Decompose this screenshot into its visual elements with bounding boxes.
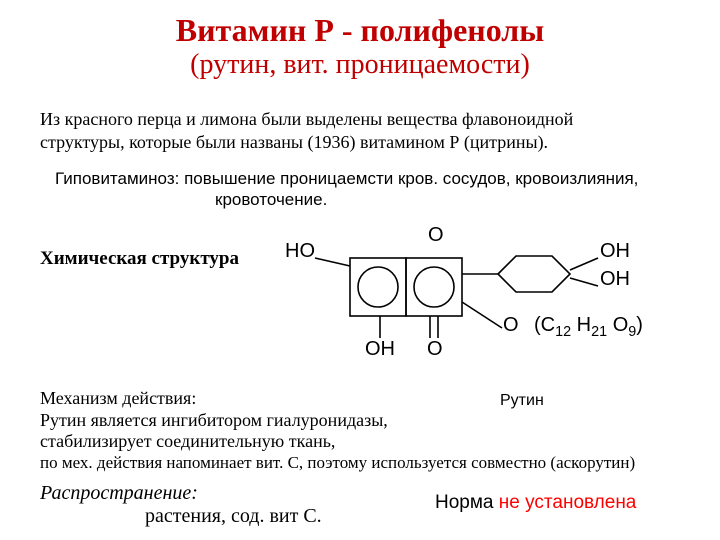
- label-oh-rb: OH: [600, 268, 630, 291]
- dist-text: растения, сод. вит С.: [40, 505, 440, 528]
- label-oh-bottom: OH: [365, 338, 395, 361]
- label-o-sugar: O: [503, 314, 519, 337]
- norm-label: Норма: [435, 492, 499, 513]
- hypo-text2: кровоточение.: [215, 190, 327, 209]
- mechanism-block: Механизм действия: Рутин является ингиби…: [40, 388, 700, 473]
- distribution-block: Распространение: растения, сод. вит С.: [40, 482, 440, 528]
- slide-title: Витамин Р - полифенолы (рутин, вит. прон…: [0, 12, 720, 81]
- mech-heading: Механизм действия:: [40, 388, 700, 410]
- hypo-label: Гиповитаминоз:: [55, 169, 184, 188]
- dist-label: Распространение:: [40, 482, 440, 505]
- rutin-structure-diagram: HO O OH O OH OH O (С12 Н21 О9): [280, 218, 700, 383]
- label-o-carbonyl: O: [427, 338, 443, 361]
- structure-label: Химическая структура: [40, 248, 239, 270]
- intro-paragraph: Из красного перца и лимона были выделены…: [40, 108, 660, 153]
- label-o-top: O: [428, 224, 444, 247]
- sugar-formula: (С12 Н21 О9): [534, 314, 643, 340]
- hypo-text1: повышение проницаемсти кров. сосудов, кр…: [184, 169, 638, 188]
- label-oh-rt: OH: [600, 240, 630, 263]
- title-line1: Витамин Р - полифенолы: [0, 12, 720, 49]
- hypovitaminosis-block: Гиповитаминоз: повышение проницаемсти кр…: [55, 168, 685, 211]
- mech-line1: Рутин является ингибитором гиалуронидазы…: [40, 410, 700, 432]
- norm-block: Норма не установлена: [435, 492, 636, 514]
- mech-line2: стабилизирует соединительную ткань,: [40, 431, 700, 453]
- mech-line3: по мех. действия напоминает вит. С, поэт…: [40, 453, 700, 473]
- title-line2: (рутин, вит. проницаемости): [0, 49, 720, 81]
- label-ho-left: HO: [285, 240, 315, 263]
- norm-value: не установлена: [499, 492, 637, 513]
